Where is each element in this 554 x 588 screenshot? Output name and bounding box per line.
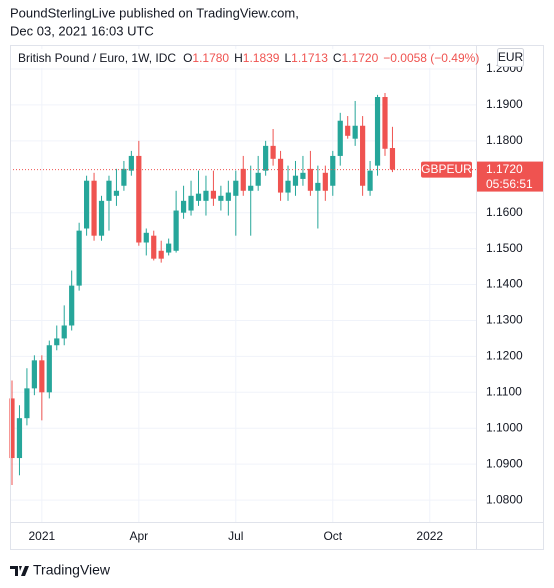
y-tick-label: 1.1800 <box>486 133 523 147</box>
y-tick-label: 1.1200 <box>486 349 523 363</box>
legend-value: 1.1839 <box>243 51 280 65</box>
candle-body <box>322 172 328 191</box>
candle-body <box>248 185 254 191</box>
candle-body <box>195 193 202 201</box>
publisher: PoundSterlingLive published on TradingVi… <box>10 5 299 20</box>
candle-body <box>39 360 45 393</box>
x-tick-label: Jul <box>228 529 243 543</box>
candle-body <box>46 345 52 393</box>
candle-body <box>128 155 134 171</box>
currency-box <box>497 48 524 67</box>
candle-body <box>225 192 231 201</box>
candle-body <box>255 172 261 186</box>
legend-value: 1.1780 <box>192 51 229 65</box>
chart-frame <box>10 45 544 550</box>
candle-body <box>345 125 351 136</box>
legend-key: L <box>284 51 291 65</box>
candle-body <box>233 180 239 196</box>
candle-body <box>9 398 15 459</box>
candle-body <box>367 170 373 191</box>
candle-body <box>218 195 224 201</box>
candle-body <box>292 175 299 186</box>
candle-body <box>16 418 23 459</box>
candle-body <box>389 148 396 170</box>
x-tick-label: Oct <box>323 529 342 543</box>
candle-body <box>91 180 97 236</box>
candle-body <box>121 168 127 186</box>
countdown-text: 05:56:51 <box>486 177 533 191</box>
legend-key: H <box>234 51 243 65</box>
price-tag <box>477 161 543 192</box>
candle-body <box>277 158 284 193</box>
plot-area: 1.0800 1.0900 1.1000 1.1100 1.1200 1.1300 1.14… <box>9 46 523 543</box>
candle-body <box>166 243 172 253</box>
candle-body <box>240 168 246 191</box>
y-tick-label: 1.0900 <box>486 456 523 470</box>
candle-body <box>98 200 105 236</box>
candle-body <box>188 195 194 211</box>
x-tick-label: Apr <box>129 529 148 543</box>
candle-body <box>360 125 366 186</box>
y-tick-label: 1.1400 <box>486 277 523 291</box>
currency-text: EUR <box>498 50 524 64</box>
candle-body <box>315 182 321 191</box>
candle-body <box>54 338 60 346</box>
legend-change: −0.0058 (−0.49%) <box>383 51 479 65</box>
candle-body <box>300 172 306 179</box>
x-tick-label: 2022 <box>416 529 443 543</box>
candle-body <box>143 232 149 243</box>
candle-body <box>374 97 381 166</box>
candle-body <box>31 360 37 389</box>
legend-value: 1.1720 <box>342 51 379 65</box>
candle-body <box>203 190 209 201</box>
legend-bg <box>14 49 474 68</box>
candle-body <box>270 145 276 159</box>
y-tick-label: 1.1000 <box>486 420 523 434</box>
legend-key: O <box>183 51 192 65</box>
x-tick-label: 2021 <box>28 529 55 543</box>
candle-body <box>136 155 142 243</box>
logo-icon <box>10 566 29 576</box>
y-tick-label: 1.1900 <box>486 97 523 111</box>
candle-body <box>151 235 157 259</box>
timestamp: Dec 03, 2021 16:03 UTC <box>10 23 154 38</box>
symbol-tag-text: GBPEUR <box>421 162 472 176</box>
candle-body <box>158 250 164 259</box>
candle-body <box>337 120 343 156</box>
brand: TradingView <box>33 562 111 578</box>
candle-body <box>210 190 217 199</box>
candle-body <box>330 155 336 186</box>
legend-value: 1.1713 <box>291 51 328 65</box>
candle-body <box>61 325 67 339</box>
candle-body <box>382 97 388 149</box>
y-tick-label: 1.1300 <box>486 313 523 327</box>
y-tick-label: 1.1100 <box>486 384 522 398</box>
candle-body <box>180 200 187 213</box>
candle-body <box>106 180 112 201</box>
candle-body <box>69 285 75 326</box>
candle-body <box>76 230 82 286</box>
legend-key: C <box>333 51 342 65</box>
candle-body <box>173 210 179 251</box>
y-tick-label: 1.1500 <box>486 241 523 255</box>
candle-body <box>307 168 313 191</box>
candle-body <box>285 180 291 193</box>
legend-symbol: British Pound / Euro, 1W, IDC <box>18 51 176 65</box>
symbol-tag <box>421 161 472 178</box>
y-tick-label: 1.0800 <box>486 492 523 506</box>
candle-body <box>263 145 269 171</box>
price-tag-text: 1.1720 <box>486 162 523 176</box>
legend: British Pound / Euro, 1W, IDC O1.1780 H1.1… <box>18 51 479 65</box>
candle-body <box>24 388 30 419</box>
y-tick-label: 1.1600 <box>486 205 523 219</box>
candle-body <box>113 190 120 196</box>
candle-body <box>352 125 358 139</box>
candle-body <box>84 180 90 229</box>
footer-logo: TradingView <box>10 562 111 578</box>
